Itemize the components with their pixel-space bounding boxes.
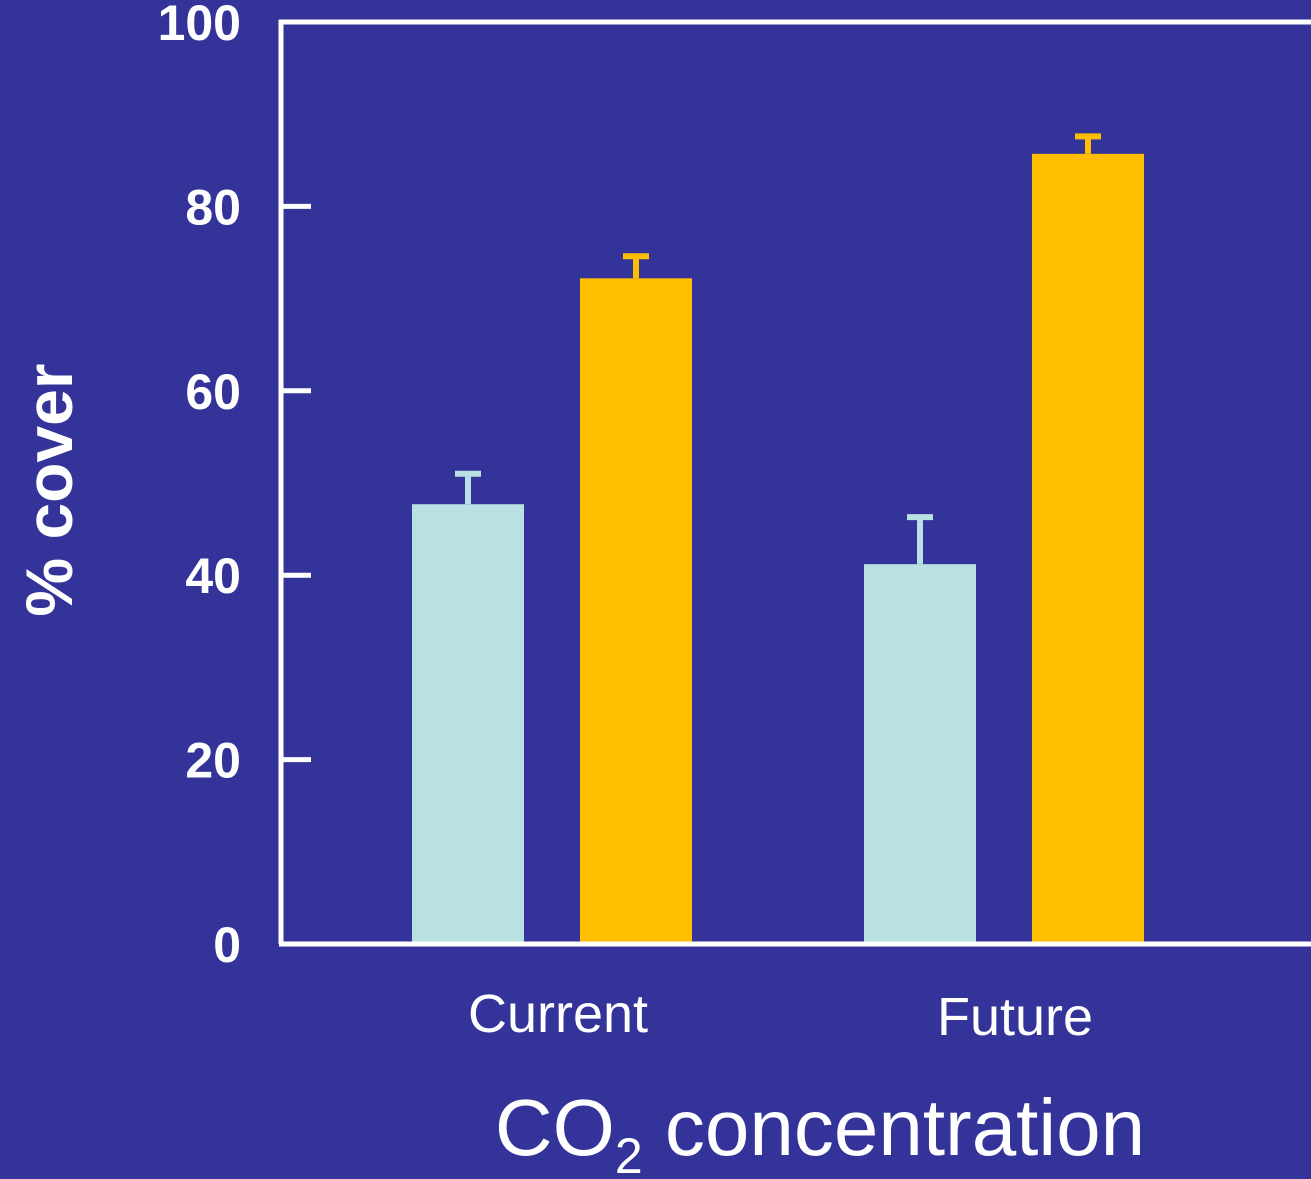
y-tick-label: 40 xyxy=(185,548,241,604)
y-tick-label: 60 xyxy=(185,364,241,420)
y-axis-title: % cover xyxy=(12,363,86,616)
bar-current-2 xyxy=(580,278,692,944)
bar-future-2 xyxy=(1032,153,1144,944)
x-axis-title: CO2 concentration xyxy=(495,1083,1145,1179)
x-axis-title-main: CO xyxy=(495,1083,615,1172)
y-tick-label: 100 xyxy=(158,0,241,51)
bar-current-1 xyxy=(412,504,524,944)
x-axis-title-subscript: 2 xyxy=(615,1128,643,1179)
error-bars-layer xyxy=(455,133,1101,565)
x-category-label: Future xyxy=(937,987,1093,1047)
axes-layer xyxy=(278,19,1311,947)
x-category-label: Current xyxy=(468,984,648,1044)
x-category-labels: Current Future xyxy=(468,984,1093,1047)
y-ticks-layer: 0 20 40 60 80 100 xyxy=(158,0,311,973)
y-tick-label: 80 xyxy=(185,179,241,235)
x-axis-title-rest: concentration xyxy=(643,1083,1146,1172)
bar-future-1 xyxy=(864,564,976,944)
bars-layer xyxy=(412,153,1144,944)
y-tick-label: 20 xyxy=(185,733,241,789)
y-tick-label: 0 xyxy=(213,917,241,973)
